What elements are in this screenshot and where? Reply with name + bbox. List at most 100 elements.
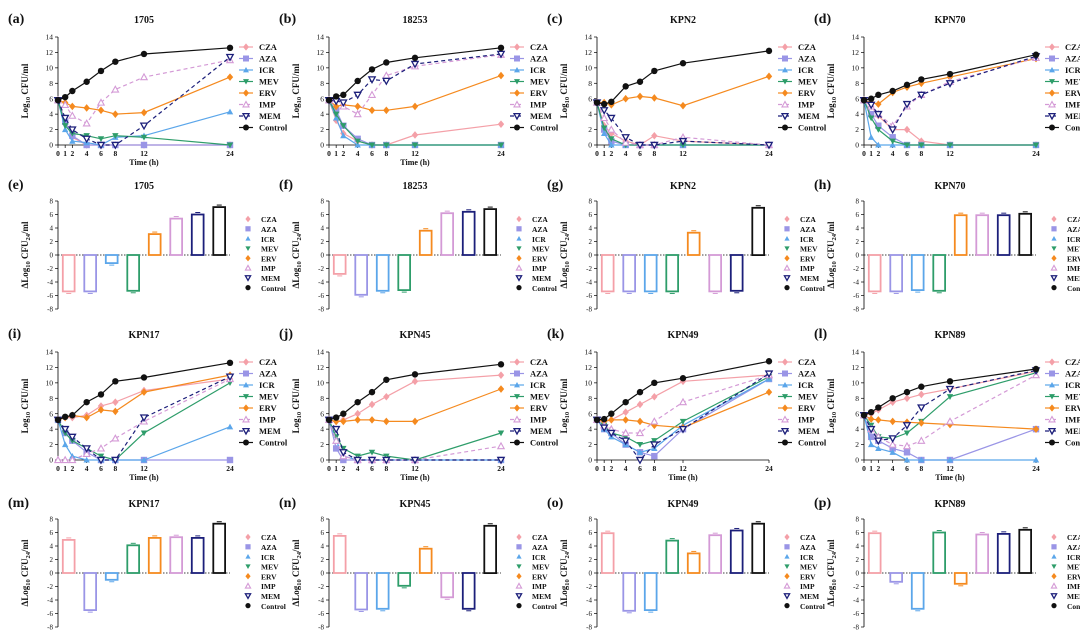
y-tick-label: 4 bbox=[49, 110, 53, 119]
legend-label-icr: ICR bbox=[530, 380, 546, 390]
x-tick-label: 2 bbox=[609, 149, 613, 158]
y-axis-label-part: /ml bbox=[826, 539, 836, 553]
x-tick-label: 1 bbox=[334, 149, 338, 158]
legend-label-erv: ERV bbox=[798, 88, 817, 98]
bar-rect-icr bbox=[104, 254, 119, 265]
data-point-aza bbox=[332, 107, 340, 114]
bar-rect-mev bbox=[126, 254, 141, 292]
data-point-mev bbox=[497, 430, 505, 437]
y-tick-label: -6 bbox=[586, 610, 592, 618]
legend-marker bbox=[243, 439, 249, 446]
x-tick-label: 8 bbox=[384, 464, 388, 473]
bar-mev bbox=[932, 254, 946, 294]
legend-label-imp: IMP bbox=[798, 415, 815, 425]
y-tick-label: 2 bbox=[321, 238, 325, 246]
data-point-control bbox=[97, 67, 105, 75]
y-tick-label: 14 bbox=[585, 33, 593, 42]
data-point-cza bbox=[636, 400, 644, 409]
legend-marker bbox=[243, 89, 249, 97]
legend-label-cza: CZA bbox=[530, 357, 549, 367]
y-tick-label: 8 bbox=[589, 198, 593, 206]
x-tick-label: 1 bbox=[63, 149, 67, 158]
legend-marker bbox=[784, 236, 790, 241]
x-tick-label: 0 bbox=[862, 149, 866, 158]
data-point-control bbox=[875, 91, 882, 99]
x-tick-label: 24 bbox=[226, 464, 234, 473]
y-tick-label: 2 bbox=[588, 440, 592, 449]
series-line-mem bbox=[57, 56, 231, 146]
y-tick-label: -8 bbox=[853, 306, 859, 314]
y-tick-label: 4 bbox=[589, 225, 593, 233]
y-tick-label: 14 bbox=[46, 348, 54, 357]
legend-marker bbox=[1049, 439, 1055, 446]
legend-label-imp: IMP bbox=[798, 100, 815, 110]
data-point-imp bbox=[945, 417, 955, 425]
x-tick-label: 12 bbox=[946, 464, 954, 473]
data-point-mev bbox=[97, 453, 105, 460]
legend-marker bbox=[514, 67, 520, 73]
y-axis-label-part: CFU bbox=[826, 240, 836, 261]
x-tick-label: 6 bbox=[638, 149, 642, 158]
bar-rect-control bbox=[1018, 212, 1032, 256]
bar-rect-mev bbox=[126, 544, 141, 574]
legend-label-erv: ERV bbox=[1065, 88, 1080, 98]
x-tick-label: 24 bbox=[1032, 464, 1040, 473]
series-line-mev bbox=[596, 102, 769, 146]
y-tick-label: 0 bbox=[589, 252, 593, 260]
bar-cza bbox=[867, 254, 882, 294]
data-point-control bbox=[226, 359, 234, 366]
bar-erv bbox=[147, 535, 162, 574]
data-point-aza bbox=[903, 449, 911, 456]
y-tick-label: -8 bbox=[853, 624, 859, 632]
series-line-control bbox=[596, 50, 770, 105]
y-axis-label-sub: 24 bbox=[831, 233, 838, 240]
bar-rect-mem bbox=[996, 214, 1011, 256]
legend-marker bbox=[1049, 124, 1055, 131]
data-point-mev bbox=[946, 142, 954, 149]
data-point-control bbox=[140, 374, 148, 381]
data-point-cza bbox=[97, 402, 105, 410]
legend-marker bbox=[516, 554, 522, 559]
data-point-erv bbox=[112, 407, 119, 416]
data-point-icr bbox=[918, 456, 925, 463]
y-axis-label: Log10 CFU/ml bbox=[291, 63, 303, 118]
panel-label: (j) bbox=[279, 327, 293, 342]
y-tick-label: 0 bbox=[49, 141, 53, 150]
legend-marker bbox=[242, 415, 250, 423]
data-point-mem bbox=[225, 373, 235, 382]
legend-label-control: Control bbox=[530, 438, 559, 448]
y-tick-label: -2 bbox=[853, 583, 859, 591]
data-point-icr bbox=[354, 141, 361, 148]
data-point-mev bbox=[411, 142, 419, 149]
y-tick-label: 10 bbox=[585, 63, 593, 72]
series-control bbox=[593, 47, 773, 108]
y-tick-label: 14 bbox=[852, 348, 860, 357]
legend-label-control: Control bbox=[532, 284, 557, 293]
data-point-mev bbox=[918, 142, 925, 149]
bar-erv bbox=[686, 550, 701, 574]
y-axis-label: ΔLog10 CFU24/ml bbox=[20, 539, 32, 606]
y-tick-label: 10 bbox=[317, 378, 325, 387]
legend-label-erv: ERV bbox=[259, 403, 278, 413]
legend-marker bbox=[1051, 603, 1057, 609]
y-tick-label: -6 bbox=[47, 610, 53, 618]
data-point-mem bbox=[874, 437, 883, 446]
data-point-erv bbox=[867, 415, 875, 423]
legend-label-cza: CZA bbox=[800, 215, 816, 224]
data-point-control bbox=[903, 81, 911, 89]
legend-label-control: Control bbox=[1065, 438, 1080, 448]
y-tick-label: -8 bbox=[318, 624, 324, 632]
data-point-icr bbox=[69, 137, 76, 144]
y-axis-label-sub: 10 bbox=[564, 412, 571, 419]
x-tick-label: 24 bbox=[497, 464, 505, 473]
legend-marker bbox=[782, 79, 788, 85]
data-point-erv bbox=[69, 102, 76, 111]
bar-aza bbox=[889, 572, 903, 585]
legend-marker bbox=[784, 554, 790, 559]
bar-icr bbox=[375, 254, 390, 294]
bar-rect-control bbox=[483, 208, 497, 256]
data-point-mem bbox=[599, 424, 609, 433]
data-point-imp bbox=[917, 436, 926, 444]
y-tick-label: 2 bbox=[320, 125, 324, 134]
